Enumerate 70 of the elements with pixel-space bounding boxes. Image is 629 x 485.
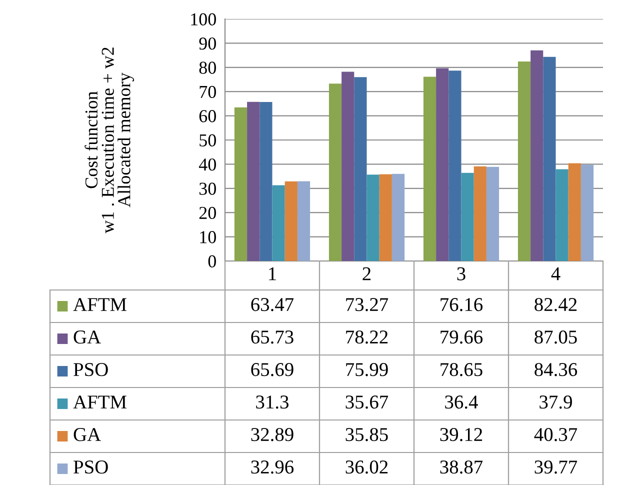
data-label: 78.65 — [440, 362, 482, 376]
bar — [392, 174, 405, 261]
legend-label: AFTM — [73, 396, 126, 408]
x-tick-label: 3 — [457, 267, 466, 280]
data-label: 73.27 — [346, 298, 388, 312]
data-label: 36.4 — [445, 396, 478, 409]
data-label: 79.66 — [440, 330, 483, 344]
bar — [461, 172, 474, 261]
bar — [366, 174, 380, 261]
data-label: 39.12 — [440, 428, 482, 442]
bar — [518, 62, 531, 261]
bar — [234, 107, 248, 261]
bar — [328, 84, 342, 261]
bar — [284, 181, 298, 261]
y-tick-label: 100 — [191, 13, 216, 26]
data-label: 76.16 — [440, 298, 483, 312]
data-label: 35.85 — [346, 428, 388, 442]
data-label: 87.05 — [534, 330, 577, 344]
y-tick-label: 50 — [200, 134, 216, 146]
bar — [556, 169, 568, 261]
bar — [297, 181, 310, 261]
data-label: 36.02 — [346, 460, 388, 474]
data-label: 65.73 — [251, 330, 294, 344]
legend-label: PSO — [74, 460, 108, 474]
bar — [342, 72, 354, 261]
bar — [272, 185, 285, 261]
bar — [486, 166, 500, 261]
bar — [354, 77, 367, 261]
bar — [436, 68, 449, 261]
y-tick-label: 90 — [199, 37, 216, 50]
bar — [580, 164, 594, 261]
y-tick-label: 30 — [199, 182, 216, 195]
data-label: 75.99 — [346, 363, 388, 376]
legend-label: PSO — [74, 363, 108, 376]
data-label: 39.77 — [534, 460, 578, 474]
bar — [448, 70, 462, 261]
bar — [423, 76, 436, 261]
x-tick-label: 4 — [551, 267, 560, 280]
bar — [530, 50, 544, 261]
y-tick-label: 70 — [200, 86, 216, 98]
bar — [260, 102, 272, 261]
data-label: 78.22 — [346, 330, 388, 344]
data-label: 65.69 — [251, 363, 294, 376]
x-tick-label: 2 — [362, 267, 371, 280]
y-tick-label: 0 — [208, 255, 216, 268]
y-axis-title: Cost function w1 . Execution time + w2 Allocated memory — [84, 48, 134, 234]
bar — [247, 102, 260, 261]
bar — [474, 166, 486, 261]
data-label: 31.3 — [256, 396, 289, 409]
y-tick-label: 10 — [200, 231, 216, 244]
bar — [543, 56, 556, 261]
x-tick-label: 1 — [269, 267, 276, 280]
bar — [379, 174, 392, 261]
legend-label: GA — [74, 330, 101, 344]
data-label: 84.36 — [534, 362, 578, 376]
y-tick-label: 40 — [198, 158, 216, 171]
data-label: 35.67 — [346, 396, 388, 409]
data-label: 38.87 — [440, 460, 483, 474]
legend-label: GA — [74, 428, 101, 442]
bar — [568, 163, 581, 261]
y-tick-label: 60 — [199, 110, 216, 122]
data-label: 32.89 — [251, 428, 294, 442]
data-label: 82.42 — [534, 298, 577, 312]
y-tick-label: 80 — [199, 62, 216, 74]
data-label: 37.9 — [540, 396, 572, 409]
data-label: 40.37 — [534, 428, 578, 442]
legend-label: AFTM — [73, 298, 126, 311]
data-label: 32.96 — [251, 460, 294, 474]
data-label: 63.47 — [251, 298, 294, 312]
y-tick-label: 20 — [199, 206, 216, 220]
